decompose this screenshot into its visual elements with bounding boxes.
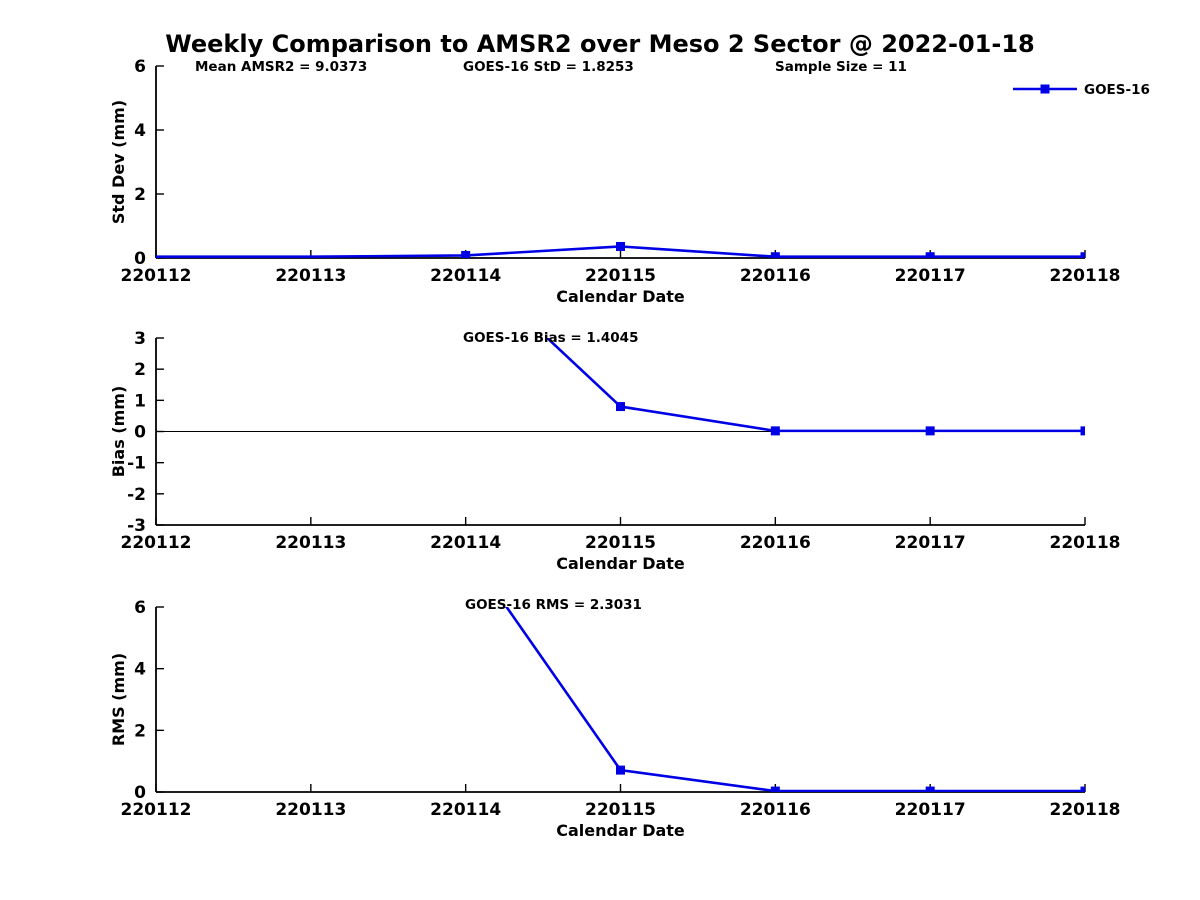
x-tick-label: 220113	[275, 800, 346, 820]
x-tick-label: 220115	[585, 266, 656, 286]
rms-chart: 0 2 4 6 220112 220113 220114 220115 220116 220117…	[109, 597, 1121, 840]
goes16-point-marker	[925, 252, 935, 258]
goes16-point-marker	[925, 786, 935, 792]
x-tick-label: 220112	[121, 266, 192, 286]
y-tick-label: -2	[127, 485, 146, 505]
goes16-point-marker	[770, 426, 780, 436]
x-tick-label: 220117	[895, 800, 966, 820]
goes16-point-marker	[616, 402, 625, 412]
y-tick-label: -3	[127, 516, 146, 536]
x-tick-label: 220114	[430, 533, 501, 553]
goes16-point-marker	[1080, 426, 1085, 436]
x-tick-label: 220112	[121, 800, 192, 820]
y-tick-label: 2	[134, 185, 146, 205]
goes16-point-marker	[1080, 252, 1085, 258]
x-axis-label: Calendar Date	[556, 287, 685, 306]
x-tick-label: 220116	[740, 800, 811, 820]
y-tick-label: 3	[134, 329, 146, 349]
goes16-line	[504, 607, 1085, 792]
x-tick-label: 220116	[740, 533, 811, 553]
x-tick-label: 220116	[740, 266, 811, 286]
annotation: GOES-16 Bias = 1.4045	[463, 330, 638, 346]
y-tick-label: 6	[134, 598, 146, 618]
y-tick-label: 4	[134, 121, 146, 141]
x-tick-label: 220117	[895, 266, 966, 286]
x-tick-label: 220118	[1050, 533, 1121, 553]
y-axis-label: Std Dev (mm)	[109, 100, 128, 224]
y-tick-label: 2	[134, 721, 146, 741]
figure-title: Weekly Comparison to AMSR2 over Meso 2 S…	[165, 30, 1035, 58]
goes16-point-marker	[770, 252, 780, 258]
goes16-point-marker	[770, 786, 780, 792]
goes16-point-marker	[616, 241, 625, 251]
std-dev-chart: 0 2 4 6 220112 220113 220114 220115 220116 220117…	[109, 57, 1120, 306]
annotation: Sample Size = 11	[775, 59, 907, 75]
y-tick-label: 0	[134, 249, 146, 269]
x-tick-label: 220115	[585, 533, 656, 553]
y-tick-label: 0	[134, 783, 146, 803]
y-axis-label: Bias (mm)	[109, 386, 128, 478]
x-tick-label: 220118	[1050, 800, 1121, 820]
legend: GOES-16	[1013, 82, 1150, 98]
x-tick-label: 220113	[275, 266, 346, 286]
y-tick-label: -1	[127, 454, 146, 474]
series-goes-16	[545, 338, 1085, 436]
x-tick-label: 220115	[585, 800, 656, 820]
x-axis-label: Calendar Date	[556, 821, 685, 840]
goes16-point-marker	[925, 426, 935, 436]
x-tick-label: 220112	[121, 533, 192, 553]
x-tick-label: 220114	[430, 266, 501, 286]
x-tick-label: 220118	[1050, 266, 1121, 286]
y-axis-label: RMS (mm)	[109, 653, 128, 746]
y-tick-label: 4	[134, 660, 146, 680]
series-goes-16	[156, 241, 1085, 258]
goes16-point-marker	[461, 250, 471, 258]
y-tick-label: 2	[134, 360, 146, 380]
annotation: GOES-16 RMS = 2.3031	[465, 597, 642, 613]
legend-label: GOES-16	[1084, 82, 1150, 98]
y-tick-label: 0	[134, 423, 146, 443]
annotation: GOES-16 StD = 1.8253	[463, 59, 634, 75]
x-tick-label: 220117	[895, 533, 966, 553]
goes16-point-marker	[616, 765, 625, 775]
x-axis-label: Calendar Date	[556, 554, 685, 573]
annotation: Mean AMSR2 = 9.0373	[195, 59, 367, 75]
legend-marker	[1040, 84, 1050, 94]
x-tick-label: 220113	[275, 533, 346, 553]
x-tick-label: 220114	[430, 800, 501, 820]
y-tick-label: 6	[134, 57, 146, 77]
series-goes-16	[504, 607, 1085, 792]
y-tick-label: 1	[134, 391, 146, 411]
goes16-point-marker	[1080, 786, 1085, 792]
